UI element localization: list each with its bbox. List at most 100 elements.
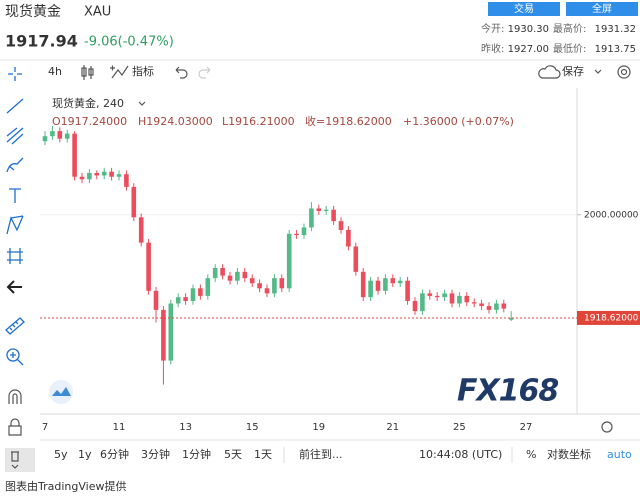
legend-close: 收=1918.62000 bbox=[305, 114, 392, 128]
chart-style-icon[interactable] bbox=[81, 65, 94, 80]
candle-body bbox=[427, 293, 433, 296]
candle-body bbox=[168, 303, 174, 361]
percent-toggle[interactable]: % bbox=[526, 448, 536, 461]
cloud-icon[interactable] bbox=[538, 65, 561, 79]
candle-body bbox=[375, 280, 381, 291]
x-tick-label: 19 bbox=[312, 422, 325, 433]
x-tick-label: 7 bbox=[42, 422, 48, 433]
footer: 图表由TradingView提供 bbox=[5, 479, 126, 493]
candle-body bbox=[124, 174, 129, 187]
candle-body bbox=[316, 208, 322, 211]
candle-body bbox=[220, 268, 225, 276]
settings-icon[interactable] bbox=[617, 65, 631, 79]
settings-icon-core bbox=[620, 68, 628, 76]
measure-tool[interactable] bbox=[7, 248, 23, 264]
candle-body bbox=[72, 133, 77, 177]
fib-tool[interactable] bbox=[6, 127, 24, 145]
candle-body bbox=[397, 280, 403, 284]
candle-body bbox=[198, 288, 203, 296]
fullscreen-label[interactable]: 全屏 bbox=[592, 2, 612, 15]
redo-icon[interactable] bbox=[198, 66, 211, 79]
candle-body bbox=[212, 268, 218, 279]
x-tick-label: 21 bbox=[386, 422, 399, 433]
lock-tool[interactable] bbox=[8, 418, 22, 436]
x-tick-label: 15 bbox=[246, 422, 259, 433]
legend-open: O1917.24000 bbox=[52, 115, 127, 128]
back-tool[interactable] bbox=[6, 280, 22, 294]
tv-badge[interactable] bbox=[49, 380, 73, 404]
candle-body bbox=[227, 275, 233, 281]
log-toggle[interactable]: 对数坐标 bbox=[547, 447, 591, 461]
trade-button[interactable] bbox=[488, 2, 560, 16]
legend-low: L1916.21000 bbox=[222, 115, 295, 128]
candle-body bbox=[508, 317, 514, 320]
legend-change: +1.36000 (+0.07%) bbox=[403, 115, 514, 128]
candle-body bbox=[257, 283, 262, 289]
save-menu[interactable] bbox=[594, 69, 602, 74]
candle-body bbox=[279, 278, 285, 289]
candle-body bbox=[353, 246, 359, 272]
candle-body bbox=[249, 278, 255, 284]
range-button[interactable]: 6分钟 bbox=[100, 447, 129, 461]
candle-body bbox=[294, 233, 299, 236]
range-button[interactable]: 1天 bbox=[254, 448, 272, 461]
x-tick-label: 27 bbox=[520, 422, 533, 433]
range-button[interactable]: 1y bbox=[78, 448, 92, 461]
candle-body bbox=[479, 303, 484, 307]
candle-body bbox=[383, 278, 388, 291]
pattern-tool[interactable] bbox=[6, 215, 24, 235]
brush-tool[interactable] bbox=[6, 157, 24, 173]
candle-body bbox=[346, 229, 351, 247]
candle-body bbox=[131, 186, 137, 218]
last-price-box bbox=[577, 310, 640, 325]
price-change: -9.06(-0.47%) bbox=[84, 35, 174, 50]
line-tool[interactable] bbox=[6, 98, 24, 114]
candle-body bbox=[338, 221, 344, 230]
candle-body bbox=[412, 300, 418, 312]
candle-body bbox=[457, 295, 462, 304]
candle-body bbox=[42, 136, 48, 142]
auto-toggle[interactable]: auto bbox=[607, 448, 632, 461]
candle-body bbox=[109, 171, 114, 177]
range-button[interactable]: 5天 bbox=[224, 448, 242, 461]
candle-body bbox=[64, 133, 70, 139]
candle-body bbox=[116, 174, 122, 177]
candle-body bbox=[175, 297, 181, 304]
candle-body bbox=[323, 209, 329, 211]
trash-tool-bg[interactable] bbox=[5, 448, 35, 472]
y-tick-label: 2000.00000 bbox=[584, 210, 639, 220]
trade-label[interactable]: 交易 bbox=[514, 2, 534, 15]
drawing-toolbar bbox=[5, 67, 35, 472]
goto-button[interactable]: 前往到... bbox=[299, 447, 343, 461]
undo-icon[interactable] bbox=[175, 66, 188, 79]
stat-label: 昨收: bbox=[481, 42, 504, 55]
indicators[interactable]: 指标 bbox=[132, 64, 154, 78]
symbol-name: 现货黄金 bbox=[5, 3, 61, 20]
magnet-tool[interactable] bbox=[8, 389, 22, 404]
save[interactable]: 保存 bbox=[562, 64, 584, 78]
indicator-icon[interactable] bbox=[110, 65, 129, 79]
candle-body bbox=[50, 131, 55, 137]
trash-tool bbox=[11, 451, 19, 469]
candle-body bbox=[464, 295, 470, 303]
candle-body bbox=[57, 131, 63, 139]
fullscreen-button[interactable] bbox=[566, 2, 638, 16]
candle-body bbox=[286, 233, 292, 289]
range-button[interactable]: 5y bbox=[54, 448, 68, 461]
candle-body bbox=[442, 293, 447, 298]
axis-settings-icon[interactable] bbox=[601, 421, 613, 433]
candle-body bbox=[205, 278, 211, 296]
candle-body bbox=[390, 278, 396, 284]
candle-body bbox=[486, 306, 492, 310]
stat-label: 最低价: bbox=[553, 42, 586, 55]
range-button[interactable]: 3分钟 bbox=[141, 447, 170, 461]
range-button[interactable]: 1分钟 bbox=[182, 447, 211, 461]
text-tool[interactable] bbox=[9, 188, 21, 203]
title-menu[interactable] bbox=[138, 101, 146, 106]
candle-body bbox=[87, 172, 92, 180]
zoom-tool[interactable] bbox=[6, 348, 20, 362]
ruler-tool[interactable] bbox=[5, 317, 25, 335]
interval[interactable]: 4h bbox=[48, 65, 62, 78]
crosshair-tool[interactable] bbox=[8, 67, 22, 81]
candle-body bbox=[405, 280, 410, 301]
